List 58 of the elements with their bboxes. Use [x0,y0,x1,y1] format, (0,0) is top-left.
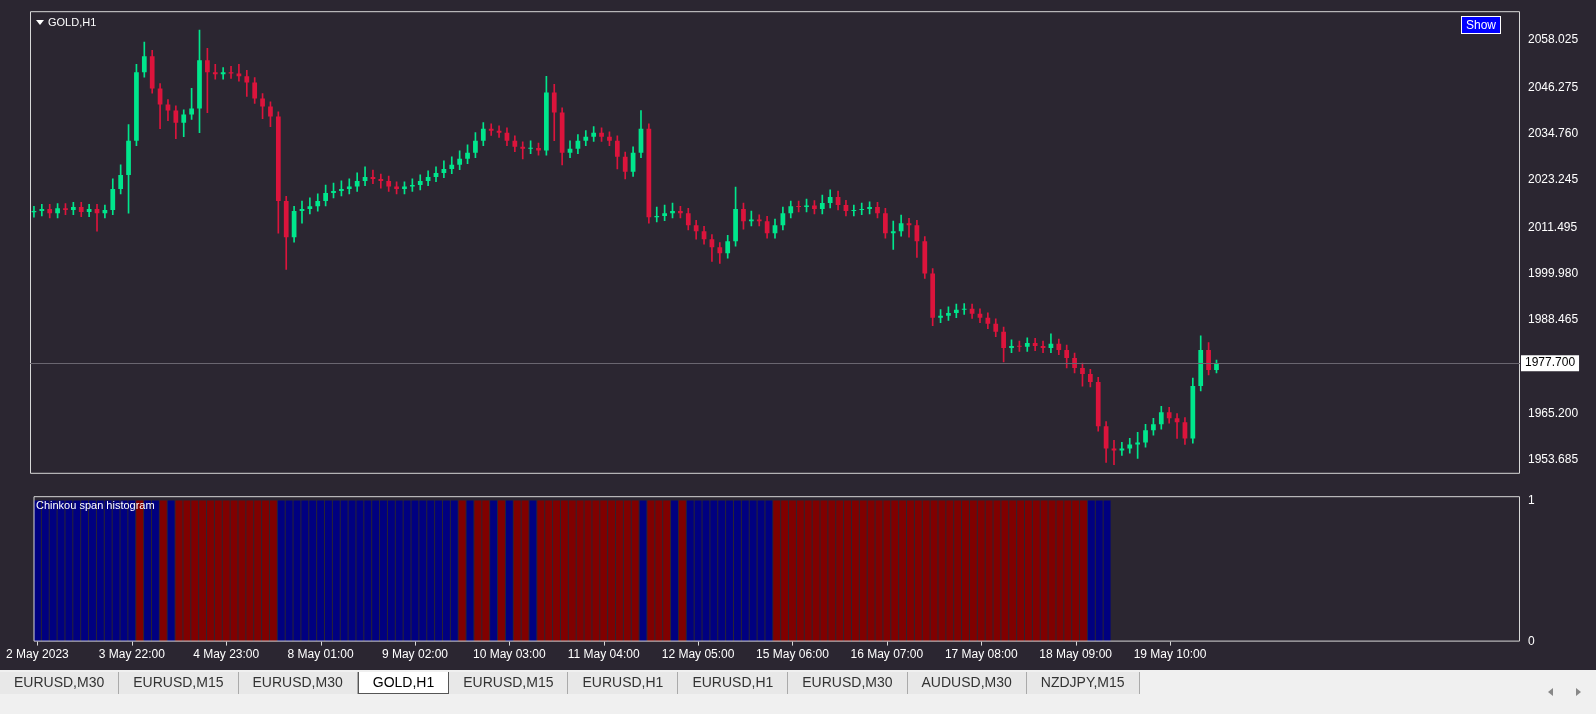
candlestick [520,141,526,160]
y-tick-label: 2046.275 [1528,79,1579,94]
x-tick-label: 15 May 06:00 [756,647,830,662]
y-tick-label: 1 [1528,492,1535,507]
candlestick [307,197,313,215]
candlestick [244,70,250,97]
chart-title: Chinkou span histogram [36,499,155,511]
text: NZDJPY,M15 [1026,672,1140,694]
text: EURUSD,H1 [568,672,679,694]
candlestick [86,203,92,218]
candlestick [39,203,45,217]
x-tick-label: 17 May 08:00 [944,647,1018,662]
text: EURUSD,M30 [0,672,120,694]
x-tick-label: 8 May 01:00 [287,647,354,662]
candlestick [591,126,597,142]
candlestick [1032,337,1038,352]
x-tick-label: 18 May 09:00 [1039,647,1113,662]
text: EURUSD,H1 [678,672,789,694]
candlestick [583,130,589,146]
x-tick-label: 12 May 05:00 [661,647,735,662]
y-tick-label: 1999.980 [1528,265,1579,280]
candlestick [212,63,218,80]
candlestick [1127,438,1133,454]
text: GOLD,H1 [357,672,450,694]
candlestick [859,202,865,216]
text: EURUSD,M15 [449,672,569,694]
candlestick [890,220,896,250]
y-tick-label: 2058.025 [1528,32,1579,47]
x-tick-label: 16 May 07:00 [850,647,924,662]
x-tick-label: 10 May 03:00 [472,647,547,662]
candlestick [378,173,384,189]
y-tick-label: 1953.685 [1528,452,1579,467]
candlestick [961,303,967,315]
candlestick [488,123,494,136]
text: EURUSD,M15 [119,672,239,694]
text: EURUSD,M30 [788,672,908,694]
y-tick-label: 1965.200 [1528,405,1579,420]
text: AUDUSD,M30 [907,672,1027,694]
x-tick-label: 19 May 10:00 [1133,647,1207,662]
candlestick [346,178,352,195]
ref-line-label: 1977.700 [1525,355,1576,370]
x-tick-label: 2 May 2023 [6,647,70,662]
candlestick [449,156,455,175]
y-tick-label: 0 [1528,633,1535,648]
x-tick-label: 11 May 04:00 [567,647,640,662]
candlestick [953,303,959,319]
text: EURUSD,M30 [238,672,358,694]
chart-title: GOLD,H1 [48,16,97,28]
x-tick-label: 9 May 02:00 [381,647,449,662]
annotation: Show [1461,16,1502,34]
x-tick-label: 4 May 23:00 [193,647,260,662]
y-tick-label: 2034.760 [1528,125,1579,140]
candlestick [220,67,226,80]
x-tick-label: 3 May 22:00 [98,647,166,662]
y-tick-label: 2023.245 [1528,172,1579,187]
y-tick-label: 2011.495 [1528,219,1578,234]
y-tick-label: 1988.465 [1528,312,1579,327]
candlestick [228,65,234,79]
